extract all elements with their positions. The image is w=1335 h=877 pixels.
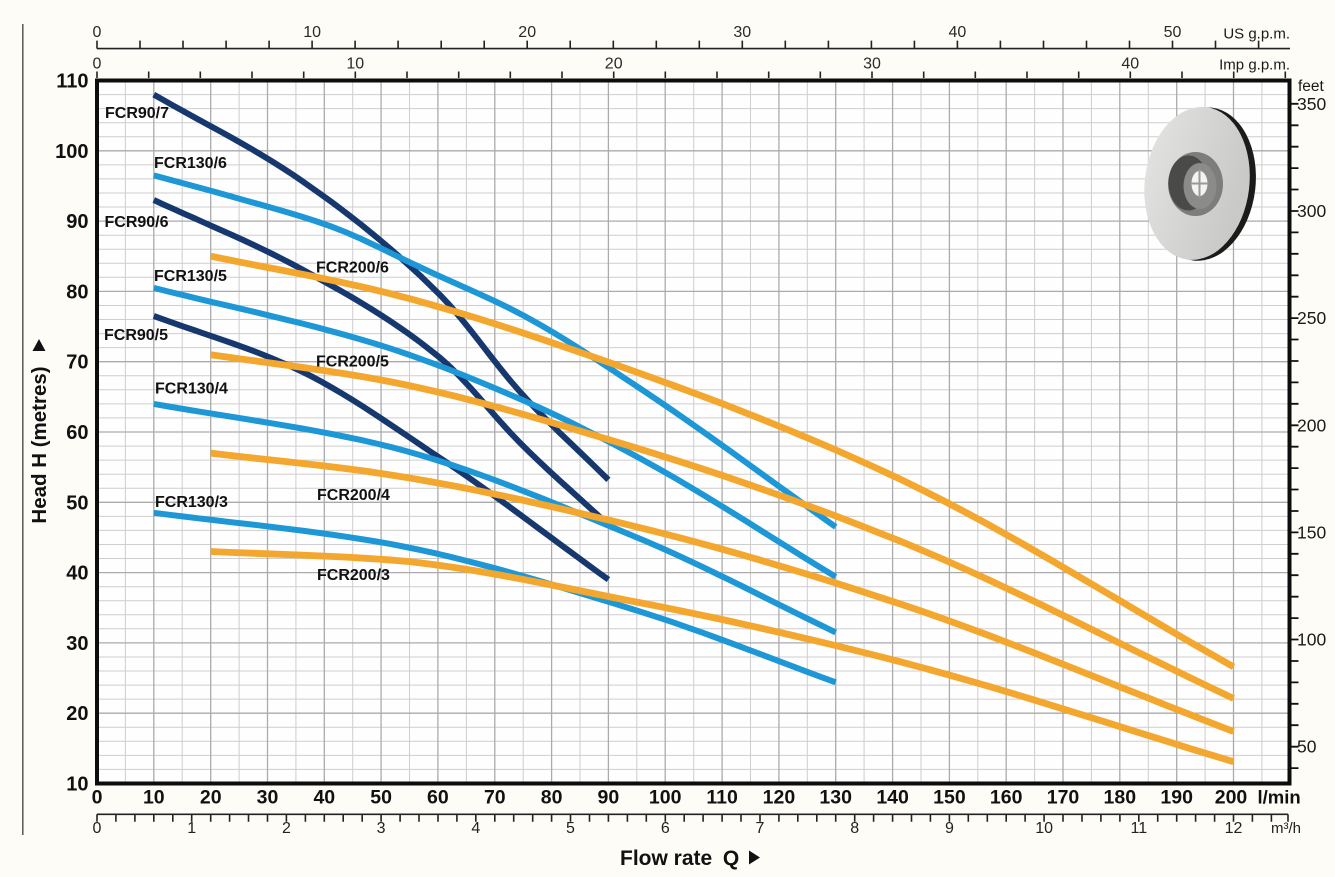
svg-text:FCR200/6: FCR200/6: [316, 260, 389, 277]
svg-text:l/min: l/min: [1258, 787, 1301, 808]
svg-text:150: 150: [933, 787, 966, 809]
svg-text:20: 20: [518, 24, 536, 41]
svg-text:110: 110: [56, 71, 88, 93]
svg-text:200: 200: [1215, 787, 1248, 809]
svg-text:300: 300: [1297, 201, 1326, 221]
svg-text:100: 100: [1297, 630, 1326, 650]
svg-text:70: 70: [66, 352, 88, 374]
svg-text:100: 100: [649, 787, 682, 809]
svg-text:50: 50: [1164, 24, 1182, 41]
svg-text:11: 11: [1130, 820, 1147, 837]
svg-text:0: 0: [93, 56, 102, 73]
svg-text:10: 10: [66, 774, 88, 796]
svg-text:170: 170: [1047, 787, 1080, 809]
svg-text:2: 2: [282, 820, 291, 837]
svg-text:10: 10: [303, 24, 321, 41]
svg-text:20: 20: [605, 56, 623, 73]
svg-text:FCR200/3: FCR200/3: [317, 567, 390, 584]
svg-text:40: 40: [1121, 56, 1139, 73]
svg-text:80: 80: [541, 787, 563, 809]
svg-text:10: 10: [143, 787, 165, 809]
svg-text:7: 7: [756, 820, 765, 837]
svg-text:Q: Q: [723, 847, 739, 870]
svg-text:140: 140: [876, 787, 909, 809]
svg-text:90: 90: [598, 787, 620, 809]
svg-text:40: 40: [949, 24, 967, 41]
svg-text:Imp g.p.m.: Imp g.p.m.: [1219, 57, 1290, 74]
svg-text:FCR200/5: FCR200/5: [316, 354, 389, 371]
svg-text:80: 80: [66, 281, 88, 303]
svg-text:30: 30: [257, 787, 279, 809]
svg-text:150: 150: [1297, 522, 1326, 542]
svg-text:160: 160: [990, 787, 1023, 809]
svg-text:10: 10: [1035, 820, 1053, 837]
svg-text:40: 40: [313, 787, 335, 809]
svg-text:350: 350: [1297, 94, 1326, 114]
svg-text:feet: feet: [1298, 78, 1325, 95]
svg-text:110: 110: [706, 787, 738, 809]
svg-text:190: 190: [1160, 787, 1193, 809]
svg-text:60: 60: [66, 422, 88, 444]
svg-text:Flow rate: Flow rate: [620, 847, 712, 870]
svg-text:200: 200: [1297, 415, 1326, 435]
svg-text:40: 40: [66, 563, 88, 585]
svg-text:50: 50: [370, 787, 392, 809]
svg-text:120: 120: [763, 787, 796, 809]
svg-text:5: 5: [566, 820, 575, 837]
svg-text:10: 10: [346, 56, 364, 73]
svg-text:0: 0: [93, 24, 102, 41]
svg-text:60: 60: [427, 787, 449, 809]
svg-text:6: 6: [661, 820, 670, 837]
svg-text:FCR90/7: FCR90/7: [105, 105, 169, 122]
svg-text:30: 30: [863, 56, 881, 73]
svg-text:Head H (metres): Head H (metres): [28, 366, 51, 523]
svg-text:FCR200/4: FCR200/4: [317, 487, 390, 504]
svg-text:20: 20: [66, 703, 88, 725]
svg-text:FCR130/5: FCR130/5: [154, 268, 227, 285]
svg-text:130: 130: [819, 787, 852, 809]
svg-text:US g.p.m.: US g.p.m.: [1223, 26, 1290, 43]
svg-text:FCR90/6: FCR90/6: [105, 214, 169, 231]
svg-text:FCR130/3: FCR130/3: [155, 494, 228, 511]
svg-text:180: 180: [1104, 787, 1137, 809]
svg-text:9: 9: [945, 820, 954, 837]
svg-text:30: 30: [733, 24, 751, 41]
svg-text:250: 250: [1297, 308, 1326, 328]
svg-text:m³/h: m³/h: [1271, 820, 1301, 837]
svg-text:50: 50: [66, 492, 88, 514]
svg-text:3: 3: [377, 820, 386, 837]
svg-text:0: 0: [92, 787, 103, 809]
svg-text:12: 12: [1225, 820, 1243, 837]
svg-text:90: 90: [66, 211, 88, 233]
svg-text:20: 20: [200, 787, 222, 809]
svg-text:FCR130/6: FCR130/6: [154, 155, 227, 172]
svg-text:100: 100: [55, 141, 88, 163]
svg-text:70: 70: [484, 787, 506, 809]
svg-text:FCR90/5: FCR90/5: [104, 327, 168, 344]
svg-text:4: 4: [471, 820, 480, 837]
svg-text:8: 8: [850, 820, 859, 837]
svg-text:0: 0: [93, 820, 102, 837]
svg-text:1: 1: [187, 820, 196, 837]
svg-text:FCR130/4: FCR130/4: [155, 381, 228, 398]
svg-text:50: 50: [1297, 737, 1317, 757]
svg-text:30: 30: [66, 633, 88, 655]
